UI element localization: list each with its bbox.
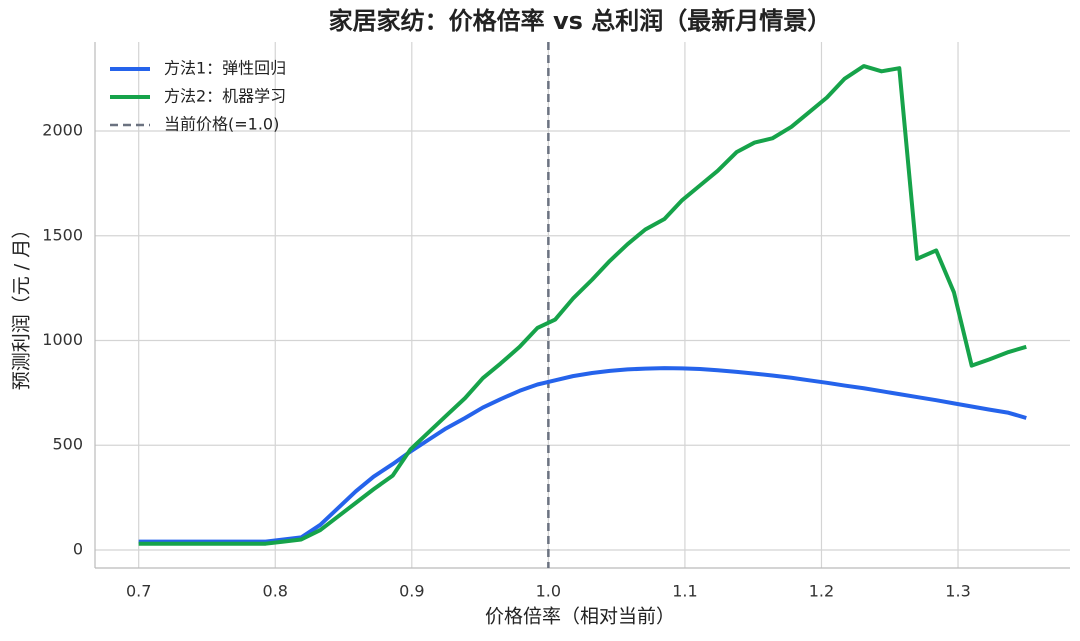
- series-line: [138, 366, 1027, 544]
- legend-label: 当前价格(=1.0): [164, 115, 279, 134]
- chart-title: 家居家纺：价格倍率 vs 总利润（最新月情景）: [329, 7, 832, 35]
- legend-label: 方法1：弹性回归: [164, 59, 286, 78]
- x-tick-label: 0.9: [399, 582, 424, 601]
- x-tick-label: 0.8: [263, 582, 288, 601]
- series-line: [138, 64, 1027, 546]
- y-tick-label: 500: [52, 435, 83, 454]
- x-axis-label: 价格倍率（相对当前）: [485, 606, 675, 628]
- legend-label: 方法2：机器学习: [164, 87, 286, 106]
- x-tick-label: 1.2: [809, 582, 834, 601]
- x-tick-label: 1.1: [672, 582, 697, 601]
- x-tick-label: 1.3: [945, 582, 970, 601]
- y-tick-label: 1500: [42, 225, 83, 244]
- y-axis-label: 预测利润（元 / 月）: [11, 220, 33, 390]
- y-tick-label: 0: [73, 539, 83, 558]
- y-tick-label: 2000: [42, 121, 83, 140]
- y-tick-label: 1000: [42, 330, 83, 349]
- x-tick-label: 0.7: [126, 582, 151, 601]
- x-tick-label: 1.0: [536, 582, 561, 601]
